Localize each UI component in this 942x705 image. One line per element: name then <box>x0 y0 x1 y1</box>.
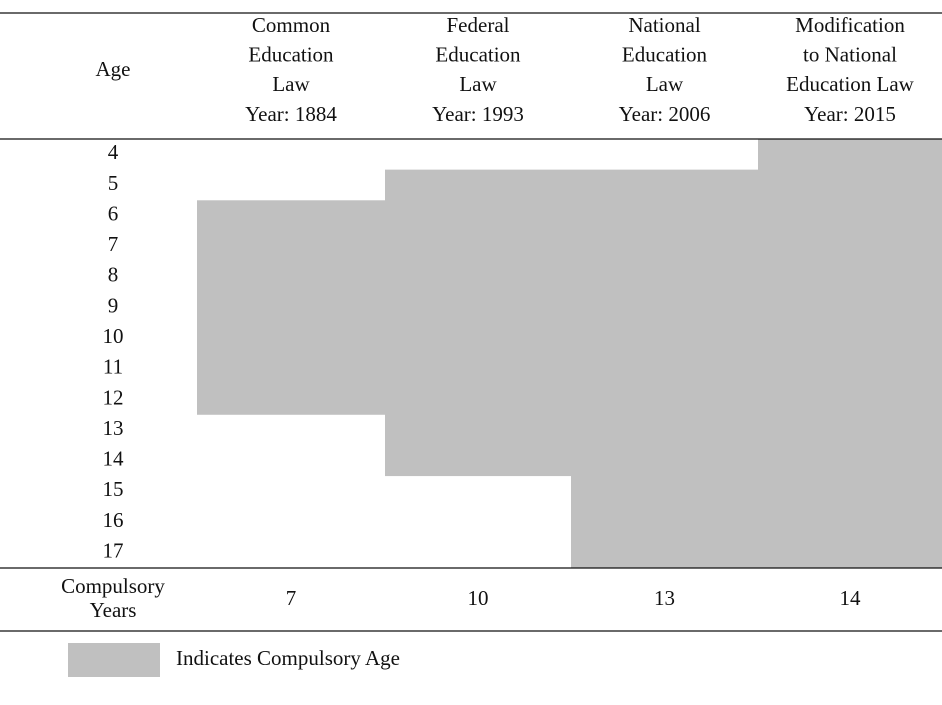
compulsory-shading <box>758 139 942 568</box>
age-label: 5 <box>108 171 119 195</box>
age-label: 16 <box>103 508 124 532</box>
law-header: Year: 1884 <box>245 102 337 126</box>
law-header: Year: 1993 <box>432 102 524 126</box>
age-header: Age <box>96 57 131 81</box>
age-label: 7 <box>108 232 119 256</box>
compulsory-years: 13 <box>654 586 675 610</box>
law-header: Common <box>252 13 331 37</box>
law-header: Federal <box>447 13 510 37</box>
compulsory-years: 14 <box>840 586 862 610</box>
law-header: to National <box>803 43 897 67</box>
legend-swatch <box>68 643 160 677</box>
compulsory-shading <box>385 169 571 477</box>
law-header: Law <box>459 72 497 96</box>
law-header: National <box>628 13 700 37</box>
law-header: Modification <box>795 13 905 37</box>
age-label: 9 <box>108 293 119 317</box>
age-label: 17 <box>103 538 124 562</box>
compulsory-shading <box>197 200 385 415</box>
law-header: Education <box>248 43 334 67</box>
footer-label: Years <box>90 598 137 622</box>
footer-label: Compulsory <box>61 574 165 598</box>
law-header: Education <box>622 43 708 67</box>
age-label: 6 <box>108 201 119 225</box>
age-label: 12 <box>103 385 124 409</box>
age-label: 14 <box>103 447 125 471</box>
age-label: 4 <box>108 140 119 164</box>
age-label: 8 <box>108 263 119 287</box>
compulsory-years: 7 <box>286 586 297 610</box>
compulsory-years: 10 <box>468 586 489 610</box>
legend-label: Indicates Compulsory Age <box>176 646 400 670</box>
compulsory-shading <box>571 169 758 568</box>
law-header: Law <box>272 72 310 96</box>
law-header: Year: 2015 <box>804 102 896 126</box>
law-header: Law <box>646 72 684 96</box>
law-header: Year: 2006 <box>619 102 711 126</box>
law-header: Education <box>435 43 521 67</box>
age-label: 11 <box>103 355 123 379</box>
law-header: Education Law <box>786 72 915 96</box>
age-label: 15 <box>103 477 124 501</box>
age-label: 10 <box>103 324 124 348</box>
age-label: 13 <box>103 416 124 440</box>
